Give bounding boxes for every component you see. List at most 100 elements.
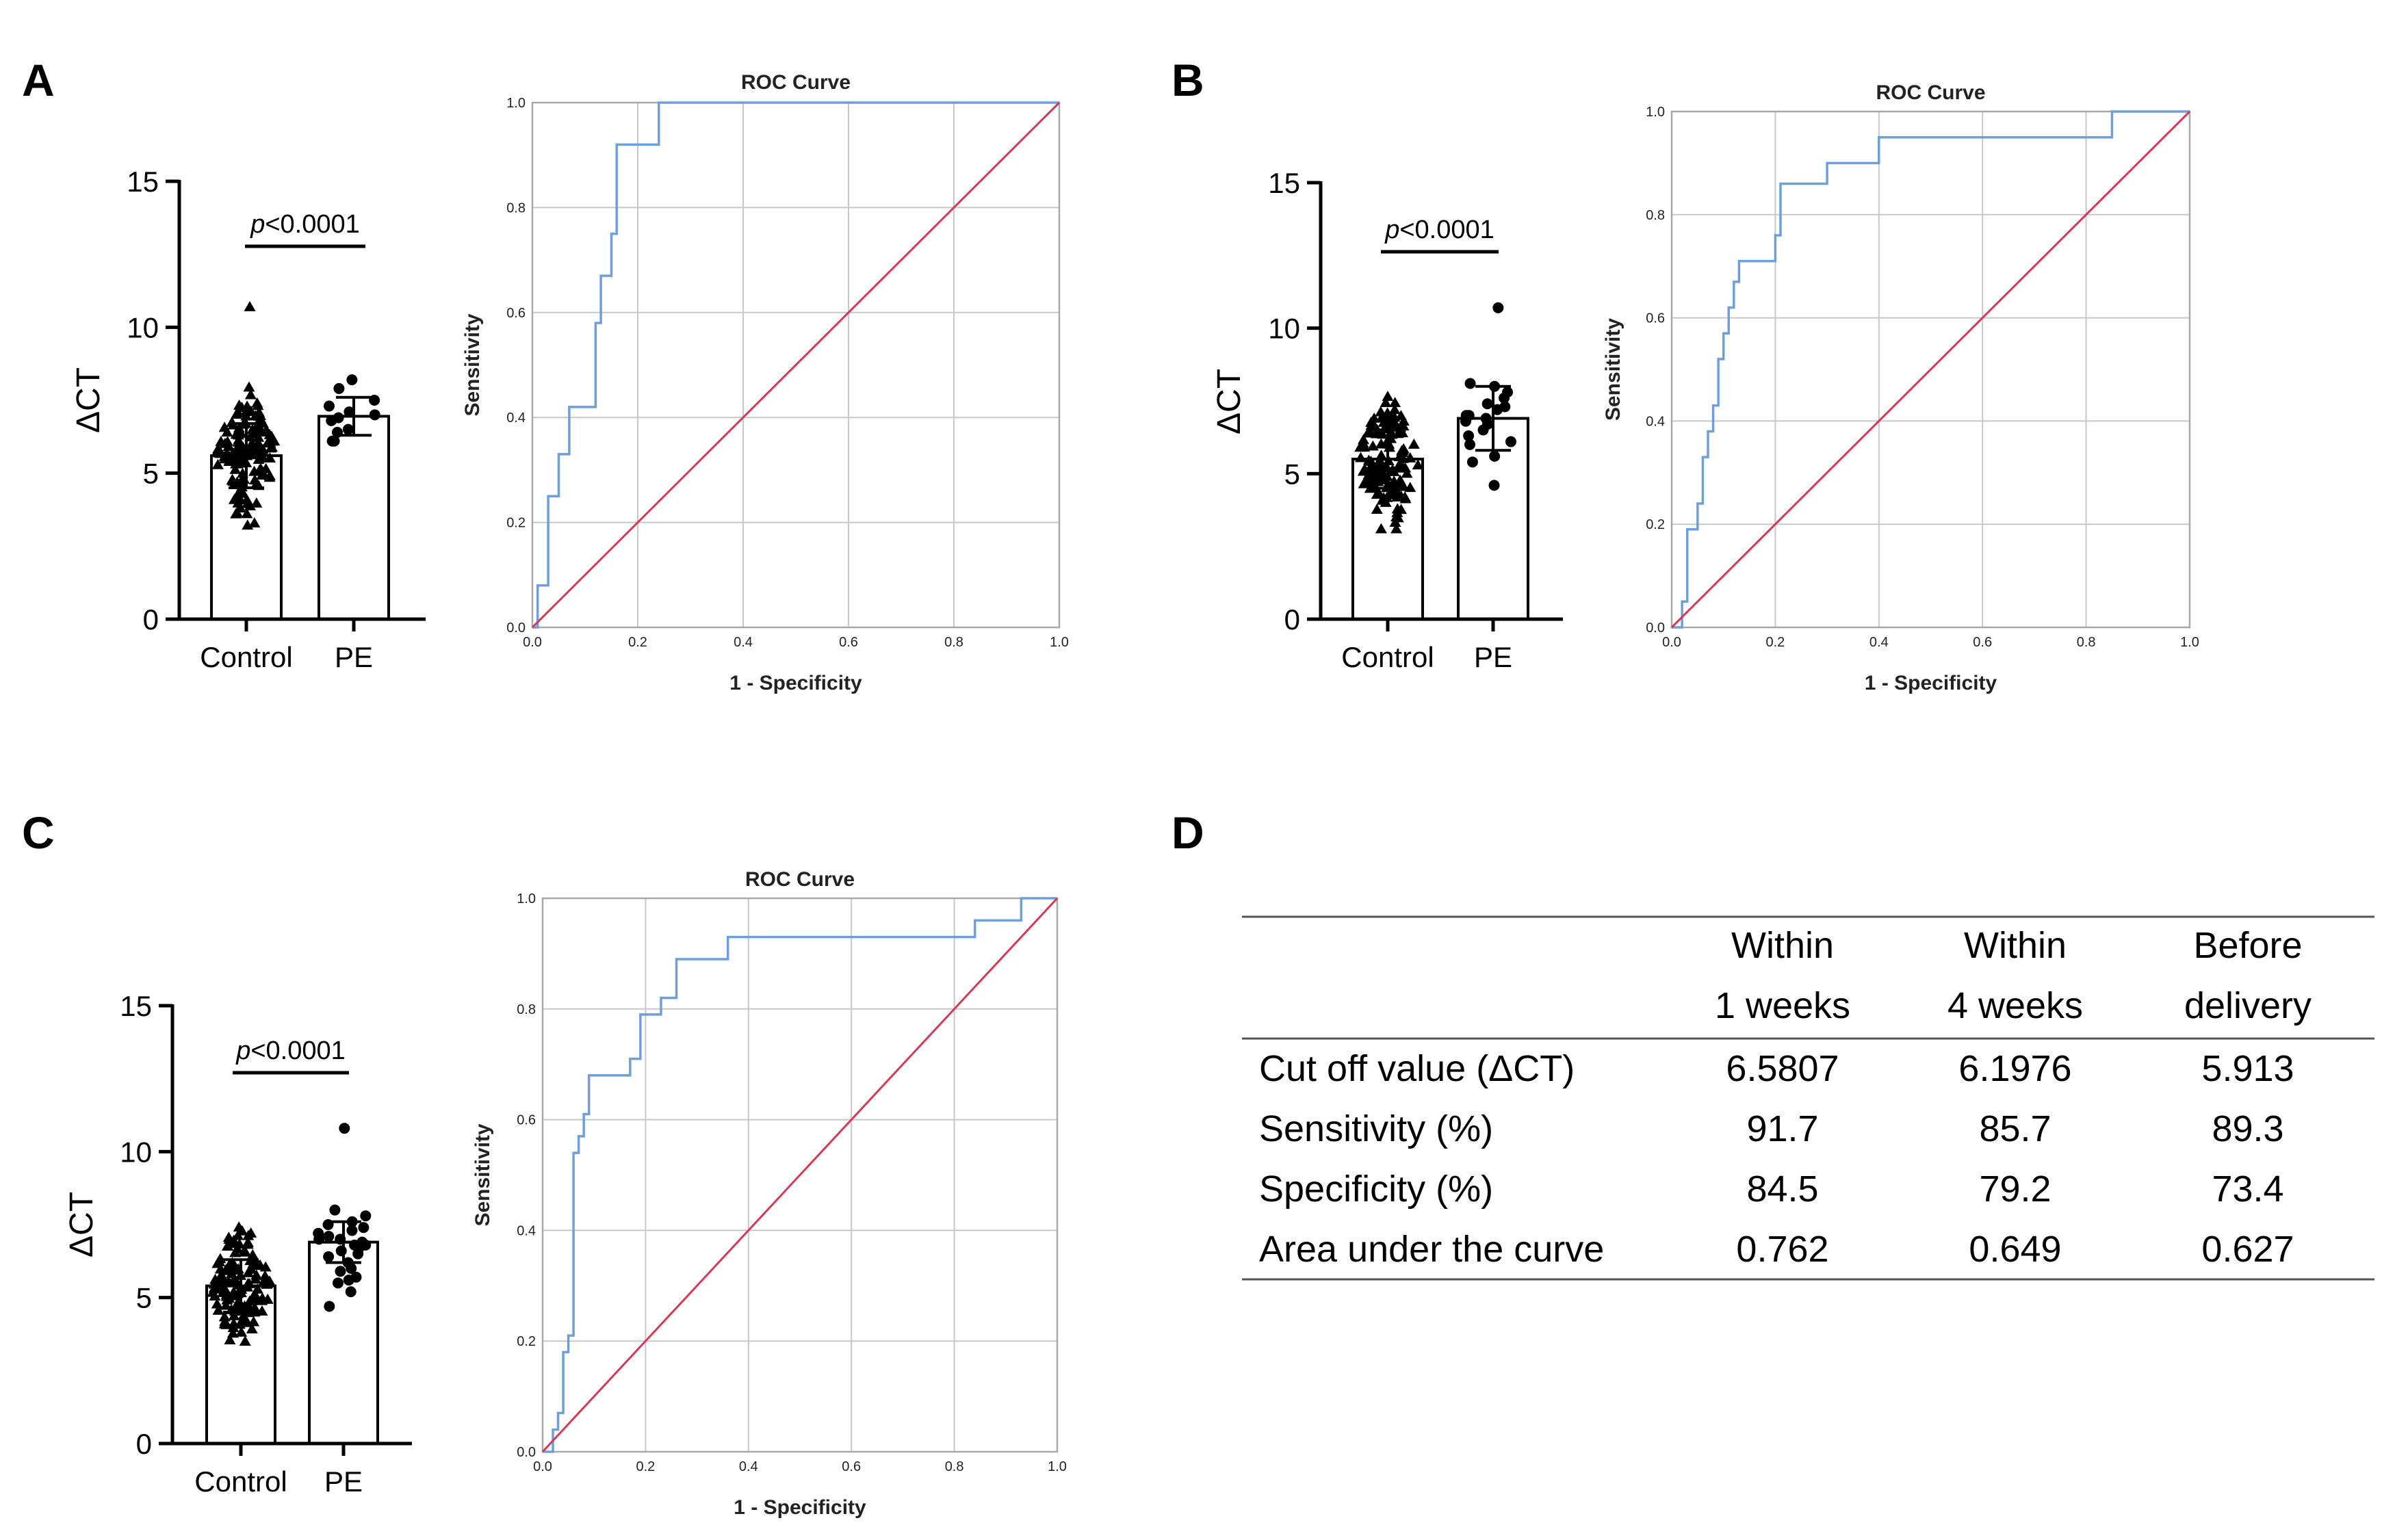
scatter-bar-chart-b: 0 5 10 15 Control PE ΔCT p<0.0001 (1211, 167, 1563, 673)
x-tick-label: 0.8 (945, 1459, 964, 1474)
y-tick-label: 0.4 (517, 1223, 536, 1238)
data-point (229, 1247, 242, 1257)
data-point (346, 374, 358, 386)
p-value-text: <0.0001 (250, 1036, 345, 1065)
data-point (326, 415, 337, 426)
y-tick-label: 0.2 (1646, 517, 1665, 532)
data-point (250, 427, 262, 438)
data-point (1375, 523, 1387, 534)
table-cell: 5.913 (2201, 1048, 2294, 1089)
data-point (339, 1123, 350, 1134)
data-point (1492, 302, 1504, 313)
scatter-bar-chart-c: 0 5 10 15 Control PE ΔCT p<0.0001 (64, 990, 412, 1498)
data-point (259, 1261, 272, 1272)
panel-label-d: D (1171, 807, 1204, 858)
data-point (1492, 404, 1503, 415)
reference-diagonal-line (531, 101, 1061, 629)
y-tick-label: 0 (136, 1428, 152, 1460)
data-point (1382, 391, 1394, 401)
x-tick-label: 0.0 (523, 635, 542, 650)
data-point (259, 1270, 271, 1281)
data-point (1365, 417, 1377, 427)
table-cell: 6.5807 (1726, 1048, 1839, 1089)
data-point (1389, 397, 1401, 407)
data-point (323, 400, 335, 412)
data-point (246, 1249, 259, 1260)
data-point (237, 487, 249, 498)
data-point (1360, 473, 1373, 484)
x-tick-label-pe: PE (335, 641, 373, 673)
data-point (263, 452, 276, 462)
data-point (1370, 428, 1382, 439)
y-tick-label: 0 (143, 603, 159, 636)
plot-frame (541, 897, 1059, 1453)
data-point (223, 1234, 235, 1244)
data-point (236, 1225, 248, 1236)
roc-chart-a: 0.00.0 0.2 0.2 0.4 0.4 0.6 0.6 0.8 0.8 1.0 1.0 ROC … (461, 71, 1069, 694)
data-point (323, 1251, 335, 1262)
summary-table: Within 1 weeks Within 4 weeks Before delivery… (1242, 915, 2374, 1281)
data-point (329, 1204, 341, 1216)
data-point (237, 1309, 250, 1320)
data-point (212, 1304, 224, 1315)
data-point (1364, 462, 1376, 472)
roc-title: ROC Curve (741, 71, 851, 94)
p-value-annotation: p<0.0001 (235, 1036, 346, 1065)
bar-pe (318, 415, 390, 621)
y-tick-label: 15 (120, 990, 152, 1022)
data-point (1397, 427, 1409, 438)
data-point (328, 435, 340, 447)
y-tick-label: 0.0 (517, 1445, 536, 1460)
data-point (1373, 486, 1385, 497)
data-point (1464, 439, 1476, 450)
data-point (342, 423, 354, 435)
y-tick-label: 0.6 (1646, 311, 1665, 326)
data-point (1401, 467, 1413, 478)
x-tick-label: 0.8 (2077, 635, 2096, 650)
data-point (369, 395, 380, 406)
roc-curve-line (543, 897, 1057, 1453)
data-point (1412, 459, 1424, 470)
y-tick-label: 0.6 (517, 1113, 536, 1128)
roc-curve-line (1672, 110, 2190, 629)
data-point (345, 1286, 357, 1298)
x-tick-label: 0.2 (636, 1459, 655, 1474)
data-point (228, 1259, 240, 1270)
data-point (265, 442, 277, 453)
reference-diagonal-line (1670, 110, 2191, 629)
data-point (224, 1334, 236, 1344)
data-point (360, 1210, 372, 1222)
data-point (256, 469, 268, 480)
data-point (1362, 427, 1375, 438)
data-point (1399, 491, 1411, 501)
data-point (227, 1322, 240, 1333)
table-cell: 79.2 (1979, 1169, 2051, 1210)
y-tick-label: 0 (1284, 603, 1300, 636)
data-point (335, 1266, 346, 1277)
y-tick-label: 0.8 (506, 200, 526, 216)
data-point (1463, 430, 1475, 442)
p-value-annotation: p<0.0001 (1384, 216, 1494, 244)
y-tick-label: 10 (120, 1136, 152, 1168)
data-point (1386, 464, 1399, 475)
x-tick-label: 0.2 (628, 635, 647, 650)
x-axis-label: 1 - Specificity (1865, 672, 1997, 694)
p-value-text: <0.0001 (1399, 216, 1494, 244)
y-tick-label: 0.2 (517, 1334, 536, 1349)
data-point (333, 382, 345, 394)
data-point (227, 475, 240, 486)
data-point (1505, 436, 1516, 447)
data-point (1392, 512, 1404, 523)
x-tick-label: 0.8 (944, 635, 963, 650)
data-point (1388, 404, 1401, 415)
p-value-symbol: p (250, 210, 265, 239)
x-tick-label-control: Control (1341, 641, 1434, 673)
data-point (323, 1231, 335, 1242)
x-axis-label: 1 - Specificity (734, 1496, 866, 1519)
data-point (231, 441, 244, 452)
data-point (1395, 478, 1407, 488)
roc-title: ROC Curve (745, 868, 855, 891)
data-point (251, 397, 263, 408)
data-point (255, 413, 267, 423)
